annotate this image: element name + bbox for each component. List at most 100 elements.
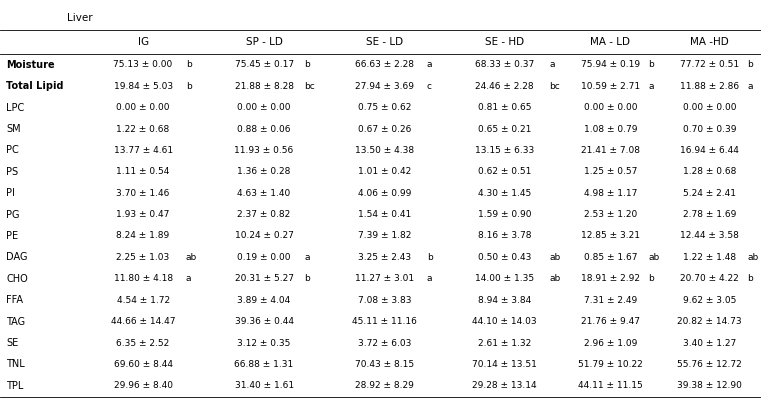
- Text: 1.93 ± 0.47: 1.93 ± 0.47: [116, 210, 170, 219]
- Text: 19.84 ± 5.03: 19.84 ± 5.03: [113, 82, 173, 91]
- Text: FFA: FFA: [6, 295, 23, 305]
- Text: PC: PC: [6, 146, 19, 155]
- Text: TAG: TAG: [6, 317, 25, 326]
- Text: 4.98 ± 1.17: 4.98 ± 1.17: [584, 189, 637, 198]
- Text: 3.25 ± 2.43: 3.25 ± 2.43: [358, 253, 411, 262]
- Text: 29.28 ± 13.14: 29.28 ± 13.14: [473, 381, 537, 390]
- Text: 44.66 ± 14.47: 44.66 ± 14.47: [111, 317, 175, 326]
- Text: b: b: [747, 274, 753, 283]
- Text: 8.24 ± 1.89: 8.24 ± 1.89: [116, 232, 170, 240]
- Text: 4.06 ± 0.99: 4.06 ± 0.99: [358, 189, 411, 198]
- Text: 55.76 ± 12.72: 55.76 ± 12.72: [677, 360, 742, 369]
- Text: 5.24 ± 2.41: 5.24 ± 2.41: [683, 189, 736, 198]
- Text: bc: bc: [549, 82, 560, 91]
- Text: PE: PE: [6, 231, 18, 241]
- Text: 10.59 ± 2.71: 10.59 ± 2.71: [581, 82, 640, 91]
- Text: 13.77 ± 4.61: 13.77 ± 4.61: [113, 146, 173, 155]
- Text: 2.61 ± 1.32: 2.61 ± 1.32: [478, 338, 531, 348]
- Text: b: b: [186, 60, 192, 69]
- Text: 66.88 ± 1.31: 66.88 ± 1.31: [234, 360, 294, 369]
- Text: 31.40 ± 1.61: 31.40 ± 1.61: [234, 381, 294, 390]
- Text: SE: SE: [6, 338, 18, 348]
- Text: 75.13 ± 0.00: 75.13 ± 0.00: [113, 60, 173, 69]
- Text: 0.67 ± 0.26: 0.67 ± 0.26: [358, 124, 411, 134]
- Text: 28.92 ± 8.29: 28.92 ± 8.29: [355, 381, 414, 390]
- Text: 11.93 ± 0.56: 11.93 ± 0.56: [234, 146, 294, 155]
- Text: b: b: [648, 274, 654, 283]
- Text: ab: ab: [549, 274, 561, 283]
- Text: 3.40 ± 1.27: 3.40 ± 1.27: [683, 338, 736, 348]
- Text: 2.96 ± 1.09: 2.96 ± 1.09: [584, 338, 637, 348]
- Text: 1.28 ± 0.68: 1.28 ± 0.68: [683, 167, 736, 176]
- Text: 44.11 ± 11.15: 44.11 ± 11.15: [578, 381, 643, 390]
- Text: 1.11 ± 0.54: 1.11 ± 0.54: [116, 167, 170, 176]
- Text: 0.50 ± 0.43: 0.50 ± 0.43: [478, 253, 531, 262]
- Text: 1.36 ± 0.28: 1.36 ± 0.28: [237, 167, 291, 176]
- Text: 16.94 ± 6.44: 16.94 ± 6.44: [680, 146, 739, 155]
- Text: a: a: [427, 274, 432, 283]
- Text: 0.85 ± 1.67: 0.85 ± 1.67: [584, 253, 637, 262]
- Text: 13.15 ± 6.33: 13.15 ± 6.33: [475, 146, 534, 155]
- Text: IG: IG: [138, 37, 148, 47]
- Text: b: b: [648, 60, 654, 69]
- Text: 4.63 ± 1.40: 4.63 ± 1.40: [237, 189, 291, 198]
- Text: 3.72 ± 6.03: 3.72 ± 6.03: [358, 338, 411, 348]
- Text: 0.00 ± 0.00: 0.00 ± 0.00: [237, 103, 291, 112]
- Text: DAG: DAG: [6, 252, 27, 262]
- Text: 2.53 ± 1.20: 2.53 ± 1.20: [584, 210, 637, 219]
- Text: 0.75 ± 0.62: 0.75 ± 0.62: [358, 103, 411, 112]
- Text: 11.27 ± 3.01: 11.27 ± 3.01: [355, 274, 414, 283]
- Text: 0.62 ± 0.51: 0.62 ± 0.51: [478, 167, 531, 176]
- Text: 70.14 ± 13.51: 70.14 ± 13.51: [472, 360, 537, 369]
- Text: a: a: [747, 82, 753, 91]
- Text: ab: ab: [648, 253, 660, 262]
- Text: 11.80 ± 4.18: 11.80 ± 4.18: [113, 274, 173, 283]
- Text: b: b: [304, 60, 310, 69]
- Text: ab: ab: [549, 253, 561, 262]
- Text: 21.41 ± 7.08: 21.41 ± 7.08: [581, 146, 640, 155]
- Text: 8.16 ± 3.78: 8.16 ± 3.78: [478, 232, 531, 240]
- Text: 69.60 ± 8.44: 69.60 ± 8.44: [113, 360, 173, 369]
- Text: 8.94 ± 3.84: 8.94 ± 3.84: [478, 296, 531, 305]
- Text: 44.10 ± 14.03: 44.10 ± 14.03: [473, 317, 537, 326]
- Text: LPC: LPC: [6, 103, 24, 113]
- Text: 51.79 ± 10.22: 51.79 ± 10.22: [578, 360, 643, 369]
- Text: 1.59 ± 0.90: 1.59 ± 0.90: [478, 210, 531, 219]
- Text: 20.70 ± 4.22: 20.70 ± 4.22: [680, 274, 739, 283]
- Text: b: b: [427, 253, 433, 262]
- Text: PI: PI: [6, 188, 15, 198]
- Text: 4.30 ± 1.45: 4.30 ± 1.45: [478, 189, 531, 198]
- Text: 2.37 ± 0.82: 2.37 ± 0.82: [237, 210, 291, 219]
- Text: 2.25 ± 1.03: 2.25 ± 1.03: [116, 253, 170, 262]
- Text: c: c: [427, 82, 432, 91]
- Text: 45.11 ± 11.16: 45.11 ± 11.16: [352, 317, 417, 326]
- Text: a: a: [186, 274, 191, 283]
- Text: 1.22 ± 1.48: 1.22 ± 1.48: [683, 253, 736, 262]
- Text: a: a: [549, 60, 555, 69]
- Text: 2.78 ± 1.69: 2.78 ± 1.69: [683, 210, 736, 219]
- Text: MA -HD: MA -HD: [690, 37, 728, 47]
- Text: SM: SM: [6, 124, 21, 134]
- Text: 12.85 ± 3.21: 12.85 ± 3.21: [581, 232, 640, 240]
- Text: 3.89 ± 4.04: 3.89 ± 4.04: [237, 296, 291, 305]
- Text: 3.12 ± 0.35: 3.12 ± 0.35: [237, 338, 291, 348]
- Text: b: b: [304, 274, 310, 283]
- Text: 1.01 ± 0.42: 1.01 ± 0.42: [358, 167, 411, 176]
- Text: Liver: Liver: [67, 13, 93, 23]
- Text: 24.46 ± 2.28: 24.46 ± 2.28: [475, 82, 534, 91]
- Text: b: b: [747, 60, 753, 69]
- Text: 3.70 ± 1.46: 3.70 ± 1.46: [116, 189, 170, 198]
- Text: 7.08 ± 3.83: 7.08 ± 3.83: [358, 296, 411, 305]
- Text: 70.43 ± 8.15: 70.43 ± 8.15: [355, 360, 414, 369]
- Text: 1.22 ± 0.68: 1.22 ± 0.68: [116, 124, 170, 134]
- Text: SE - HD: SE - HD: [485, 37, 524, 47]
- Text: SP - LD: SP - LD: [246, 37, 282, 47]
- Text: TPL: TPL: [6, 381, 24, 391]
- Text: 7.31 ± 2.49: 7.31 ± 2.49: [584, 296, 637, 305]
- Text: 0.88 ± 0.06: 0.88 ± 0.06: [237, 124, 291, 134]
- Text: 21.76 ± 9.47: 21.76 ± 9.47: [581, 317, 640, 326]
- Text: ab: ab: [747, 253, 759, 262]
- Text: PS: PS: [6, 167, 18, 177]
- Text: a: a: [427, 60, 432, 69]
- Text: ab: ab: [186, 253, 197, 262]
